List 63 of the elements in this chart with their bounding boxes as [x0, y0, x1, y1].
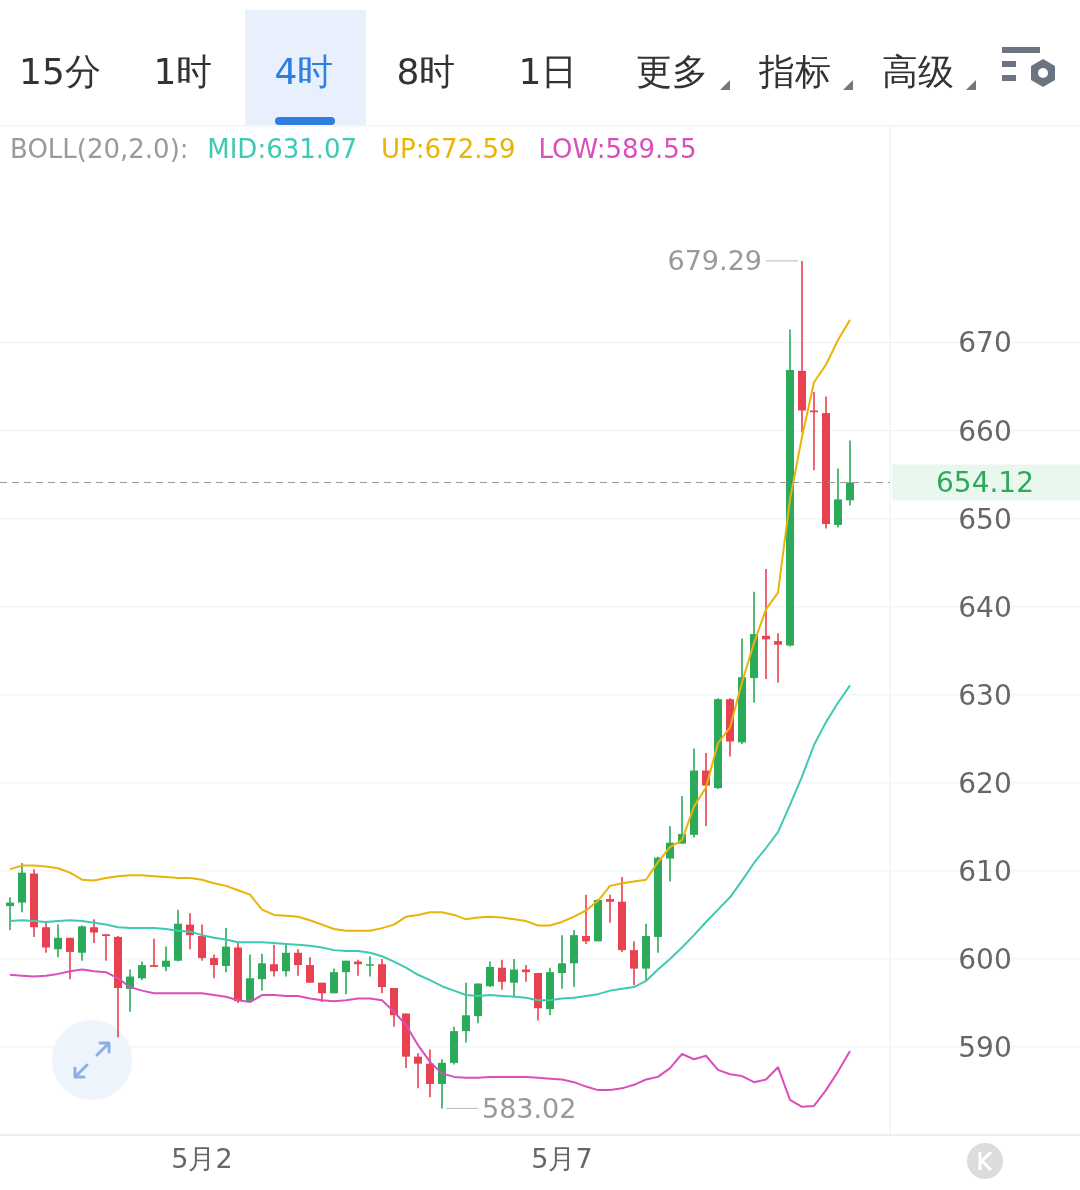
legend-title: BOLL(20,2.0): [10, 134, 189, 164]
candlestick [630, 940, 638, 987]
line-series [9, 318, 851, 932]
candlestick [414, 1052, 422, 1090]
candlestick [162, 945, 170, 973]
candlestick [330, 967, 338, 995]
candlestick [90, 918, 98, 944]
candlestick [342, 959, 350, 995]
text: UP:672.59 [381, 134, 516, 164]
line-series [9, 684, 851, 1002]
x-tick-label: 5月7 [531, 1143, 593, 1174]
candlestick [582, 893, 590, 945]
text: 高级 [882, 51, 954, 92]
candlestick [210, 953, 218, 980]
candlestick [282, 944, 290, 978]
candlestick [246, 953, 254, 1002]
y-tick-label: 610 [958, 854, 1012, 888]
candlestick [198, 923, 206, 962]
candlestick [426, 1048, 434, 1098]
annotation: 583.02 [482, 1092, 577, 1124]
annotation: 679.29 [667, 245, 762, 277]
x-tick-label: 5月2 [171, 1143, 233, 1174]
y-tick-label: 600 [958, 942, 1012, 976]
ref-line-label: 654.12 [936, 466, 1034, 500]
candlestick [462, 981, 470, 1044]
y-tick-label: 630 [958, 678, 1012, 712]
candlestick [378, 958, 386, 995]
candlestick [522, 964, 530, 983]
candlestick [222, 927, 230, 973]
candlestick [150, 937, 158, 968]
candlestick [54, 923, 62, 958]
y-tick-label: 650 [958, 502, 1012, 536]
text: 1时 [153, 51, 213, 92]
y-tick-label: 590 [958, 1030, 1012, 1064]
candlestick [606, 893, 614, 924]
y-tick-label: 670 [958, 326, 1012, 360]
candlestick [42, 921, 50, 954]
candlestick [258, 952, 266, 992]
text: 4时 [274, 51, 334, 92]
y-tick-label: 640 [958, 590, 1012, 624]
candlestick [306, 956, 314, 984]
text: 指标 [758, 51, 831, 92]
text: 更多 [636, 51, 708, 92]
candlestick [846, 439, 854, 507]
text: 1日 [518, 51, 578, 92]
candlestick [558, 934, 566, 990]
text: MID:631.07 [207, 134, 358, 164]
candlestick [138, 960, 146, 981]
y-tick-label: 620 [958, 766, 1012, 800]
candlestick [498, 959, 506, 991]
candlestick [294, 948, 302, 977]
candlestick [66, 937, 74, 980]
candlestick [366, 955, 374, 978]
candlestick [810, 391, 818, 472]
text: 15分 [19, 51, 101, 92]
y-tick-label: 660 [958, 414, 1012, 448]
text: LOW:589.55 [538, 134, 697, 164]
candlestick [270, 944, 278, 978]
candlestick [102, 933, 110, 962]
candlestick [486, 960, 494, 988]
candlestick [774, 632, 782, 684]
candlestick [510, 958, 518, 997]
text: 8时 [396, 51, 456, 92]
